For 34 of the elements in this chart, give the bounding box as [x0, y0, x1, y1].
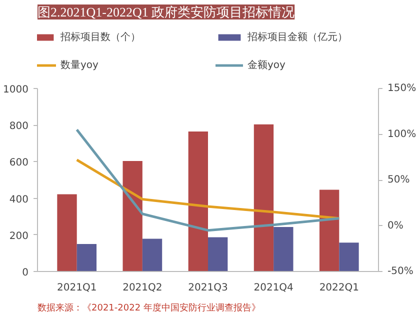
y-tick-label: 800	[9, 121, 29, 132]
bar	[319, 190, 340, 272]
y-tick-label: 1000	[3, 84, 29, 96]
bar	[188, 132, 208, 272]
x-tick-label: 2021Q3	[188, 282, 228, 294]
x-tick-label: 2021Q4	[254, 282, 294, 294]
bar	[274, 227, 294, 272]
legend-label: 招标项目数（个）	[60, 30, 142, 44]
y2-tick-label: 150%	[388, 83, 416, 94]
y2-tick-label: 100%	[388, 128, 416, 140]
y-tick-label: 400	[9, 194, 29, 206]
bar	[142, 238, 162, 272]
x-tick-label: 2021Q1	[57, 282, 97, 294]
line-series	[76, 158, 340, 220]
source-note: 数据来源：《2021-2022 年度中国安防行业调查报告》	[38, 302, 260, 314]
chart-title: 图2.2021Q1-2022Q1 政府类安防项目招标情况	[38, 4, 295, 20]
y2-tick-label: 0%	[388, 220, 404, 232]
x-tick-label: 2021Q2	[122, 282, 162, 294]
y-tick-label: 200	[9, 230, 29, 242]
bar	[122, 160, 142, 272]
y-tick-label: 600	[9, 158, 29, 169]
legend-label: 金额yoy	[248, 58, 286, 72]
bar	[339, 242, 359, 272]
bar	[57, 194, 77, 272]
y2-tick-label: 50%	[388, 174, 410, 186]
bar	[76, 244, 97, 272]
bar	[208, 237, 228, 272]
y-tick-label: 0	[22, 268, 29, 278]
legend-label: 数量yoy	[60, 58, 100, 72]
line-series	[76, 128, 340, 232]
x-tick-label: 2022Q1	[319, 282, 359, 294]
legend-label: 招标项目金额（亿元）	[248, 30, 348, 44]
y2-tick-label: -50%	[388, 266, 414, 277]
bar	[254, 124, 274, 272]
